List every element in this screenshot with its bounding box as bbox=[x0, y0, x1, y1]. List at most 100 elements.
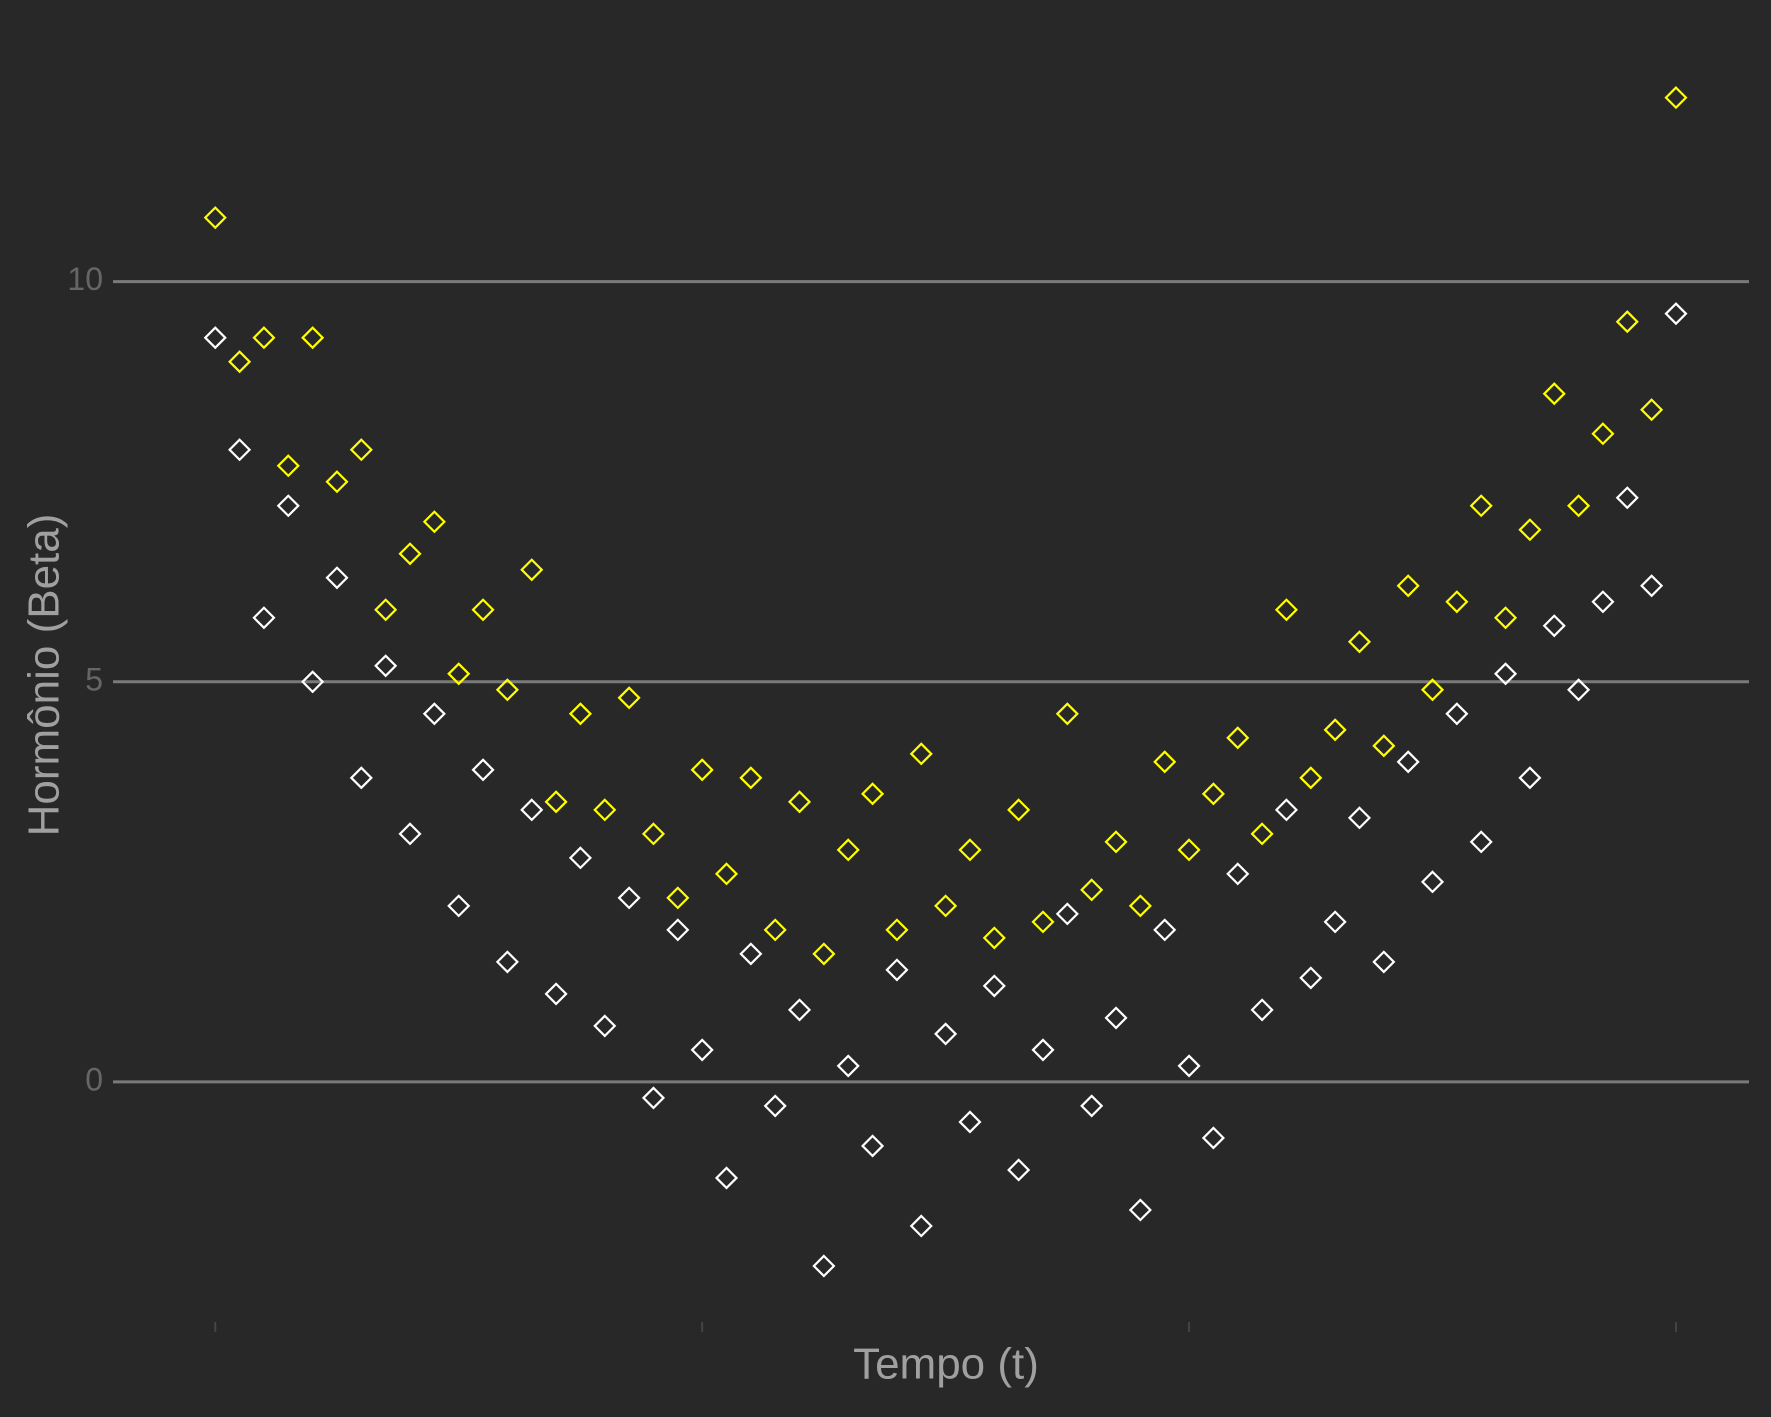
point bbox=[1469, 494, 1493, 518]
point bbox=[447, 662, 471, 686]
y-tick-label: 5 bbox=[85, 661, 103, 697]
point bbox=[276, 494, 300, 518]
point bbox=[1493, 606, 1518, 630]
point bbox=[1542, 382, 1566, 406]
point bbox=[739, 766, 763, 790]
point bbox=[690, 758, 714, 782]
point bbox=[885, 958, 909, 982]
point bbox=[1518, 766, 1542, 790]
point bbox=[1177, 1054, 1201, 1078]
point bbox=[666, 886, 690, 910]
point bbox=[885, 918, 909, 942]
point bbox=[1299, 766, 1323, 790]
y-tick-label: 10 bbox=[67, 261, 103, 297]
point bbox=[958, 838, 982, 862]
point bbox=[301, 670, 325, 694]
point bbox=[739, 942, 763, 966]
point bbox=[1080, 878, 1104, 902]
point bbox=[349, 766, 373, 790]
point bbox=[1007, 1158, 1031, 1182]
point bbox=[1153, 918, 1177, 942]
point bbox=[617, 886, 641, 910]
point bbox=[1615, 486, 1639, 510]
point bbox=[1226, 862, 1250, 886]
point bbox=[1469, 830, 1493, 854]
point bbox=[495, 950, 519, 974]
point bbox=[1104, 830, 1128, 854]
point bbox=[325, 470, 349, 494]
point bbox=[1664, 86, 1688, 110]
point bbox=[1493, 662, 1518, 686]
point bbox=[471, 598, 495, 622]
point bbox=[1347, 806, 1372, 830]
point bbox=[1420, 870, 1445, 894]
point bbox=[861, 782, 885, 806]
point bbox=[520, 558, 544, 582]
point bbox=[1640, 574, 1664, 598]
point bbox=[617, 686, 641, 710]
point bbox=[909, 1214, 933, 1238]
point bbox=[934, 1022, 958, 1046]
point bbox=[1640, 398, 1664, 422]
point bbox=[228, 438, 252, 462]
point bbox=[958, 1110, 982, 1134]
point bbox=[1226, 726, 1250, 750]
point bbox=[812, 942, 836, 966]
point bbox=[495, 678, 519, 702]
point bbox=[1323, 718, 1347, 742]
point bbox=[861, 1134, 885, 1158]
point bbox=[568, 846, 592, 870]
point bbox=[1567, 678, 1591, 702]
point bbox=[787, 790, 812, 814]
point bbox=[836, 1054, 860, 1078]
point bbox=[252, 606, 276, 630]
point bbox=[1664, 302, 1688, 326]
point bbox=[471, 758, 495, 782]
point bbox=[812, 1254, 836, 1278]
point bbox=[1128, 1198, 1152, 1222]
point bbox=[934, 894, 958, 918]
point bbox=[1299, 966, 1323, 990]
point bbox=[1567, 494, 1591, 518]
point bbox=[1201, 782, 1225, 806]
point bbox=[1274, 598, 1298, 622]
point bbox=[714, 1166, 739, 1190]
point bbox=[447, 894, 471, 918]
point bbox=[593, 798, 617, 822]
point bbox=[276, 454, 300, 478]
point bbox=[1445, 590, 1469, 614]
x-axis-title: Tempo (t) bbox=[853, 1340, 1039, 1389]
point bbox=[593, 1014, 617, 1038]
point bbox=[1347, 630, 1372, 654]
point bbox=[520, 798, 544, 822]
point bbox=[763, 1094, 787, 1118]
point bbox=[666, 918, 690, 942]
point bbox=[1055, 902, 1079, 926]
point bbox=[690, 1038, 714, 1062]
point bbox=[1128, 894, 1152, 918]
point bbox=[1274, 798, 1298, 822]
y-tick-label: 0 bbox=[85, 1061, 103, 1097]
point bbox=[641, 822, 666, 846]
point bbox=[1542, 614, 1566, 638]
point bbox=[763, 918, 787, 942]
point bbox=[982, 974, 1006, 998]
point bbox=[1250, 998, 1274, 1022]
point bbox=[1445, 702, 1469, 726]
point bbox=[544, 982, 568, 1006]
point bbox=[1420, 678, 1445, 702]
point bbox=[1615, 310, 1639, 334]
point bbox=[714, 862, 739, 886]
point bbox=[1518, 518, 1542, 542]
point bbox=[398, 822, 422, 846]
point bbox=[787, 998, 812, 1022]
point bbox=[982, 926, 1006, 950]
point bbox=[1153, 750, 1177, 774]
point bbox=[641, 1086, 666, 1110]
point bbox=[1031, 910, 1055, 934]
point bbox=[568, 702, 592, 726]
point bbox=[1372, 950, 1396, 974]
point bbox=[203, 206, 227, 230]
